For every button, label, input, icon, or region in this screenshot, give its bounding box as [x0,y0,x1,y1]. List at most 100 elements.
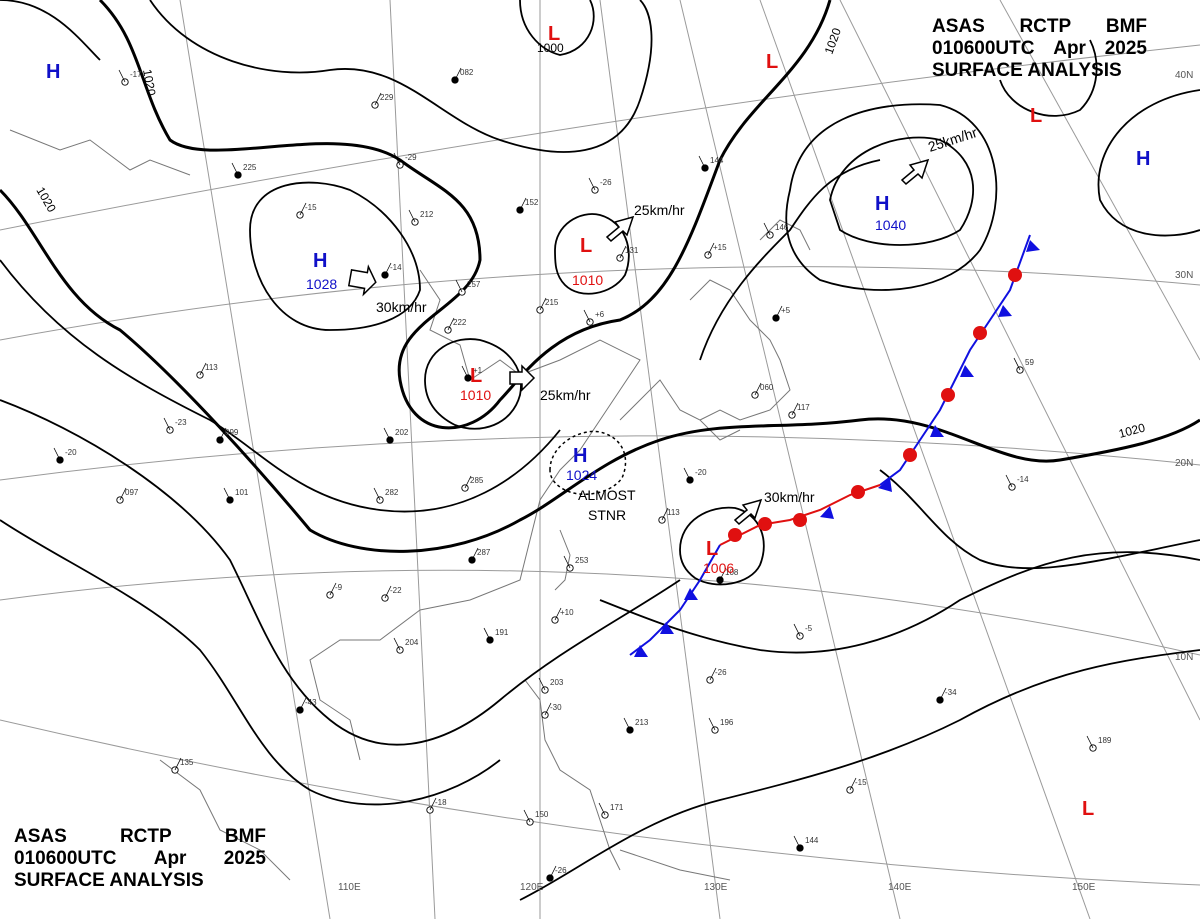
station-value: -14 [1017,475,1029,484]
parallel-20n [0,435,1200,481]
front-semi-2 [973,326,987,340]
station-value: -20 [65,448,77,457]
station-value: -26 [600,178,612,187]
grid-labels: 110E 120E 130E 140E 150E 40N 30N 20N 10N [338,70,1193,893]
grid-label-10n: 10N [1175,652,1193,663]
wind-barb [661,507,669,521]
low-pressure-1010-b: 1010 [460,387,491,403]
wind-barb [539,297,547,311]
front-semi-3 [941,388,955,402]
isobar-label-4: 1020 [1117,420,1147,441]
motion-arrow-l1006 [733,498,763,526]
station-value: 257 [467,280,481,289]
grid-label-150e: 150E [1072,882,1096,893]
high-pressure-1028: 1028 [306,276,337,292]
header-top-right-line2: 010600UTC Apr 2025 [932,38,1147,60]
isobar-low-1006 [679,506,765,586]
isobar-south-d [0,399,681,746]
station-value: +6 [595,310,605,319]
station-value: -5 [805,624,813,633]
wind-barb [447,317,455,331]
low-symbol-ne: L [1030,105,1042,127]
warm-front-semicircles [728,268,1022,542]
wind-barb [384,585,392,599]
station-value: 113 [205,363,218,372]
speed-label-1024-line2: STNR [588,507,626,523]
station-value: -29 [405,153,417,162]
grid-label-30n: 30N [1175,270,1193,281]
station-value: 171 [610,803,624,812]
speed-label-1028: 30km/hr [376,299,427,315]
station-value: 060 [760,383,774,392]
station-value: 189 [1098,736,1112,745]
wind-barb [707,242,715,256]
motion-arrows [347,158,930,526]
station-value: 213 [635,718,649,727]
wind-barb [1013,357,1021,371]
wind-barb [393,152,401,166]
wind-barb [1086,735,1094,749]
grid-label-120e: 120E [520,882,544,893]
coast-japan [689,279,791,421]
low-pressure-1010-a: 1010 [572,272,603,288]
isobar-east-h [879,469,1200,570]
wind-barb [483,627,491,641]
wind-barb [429,797,437,811]
wind-barb [53,447,61,461]
wind-barb [519,197,527,211]
wind-barb [793,835,801,849]
low-symbol-north: L [766,51,778,73]
station-value: 202 [395,428,409,437]
isobar-south-e [0,519,501,806]
station-value: 099 [225,428,239,437]
motion-arrow-l1010-b [509,364,536,392]
header-bottom-left-station: RCTP [119,826,172,847]
header-bottom-left-title: SURFACE ANALYSIS [14,870,204,891]
grid-label-130e: 130E [704,882,728,893]
low-symbol-1000: L [548,23,560,45]
front-tri-7 [684,588,698,600]
station-value: 117 [797,403,810,412]
grid-label-20n: 20N [1175,458,1193,469]
cold-front-south [629,544,721,656]
coast-philippines [524,679,621,871]
wind-barb [598,802,606,816]
header-bottom-left-line2: 010600UTC Apr 2025 [14,848,266,870]
front-tri-8 [660,622,674,634]
wind-barb [329,582,337,596]
wind-barb [299,202,307,216]
station-value: +10 [560,608,574,617]
high-symbol-nw: H [46,61,60,83]
coast-hokkaido [759,219,811,251]
header-bottom-left-year: 2025 [223,848,266,869]
wind-barb [118,69,126,83]
header-top-right-title: SURFACE ANALYSIS [932,60,1122,81]
wind-barb [719,567,727,581]
coast-northwest [9,129,191,176]
speed-label-1006: 30km/hr [764,489,815,505]
station-value: -43 [305,698,317,707]
parallel-10n [0,569,1200,656]
station-value: -30 [550,703,562,712]
grid-label-40n: 40N [1175,70,1193,81]
wind-barb [299,697,307,711]
isobar-high-1028 [249,181,421,331]
pressure-systems: H 1028 30km/hr H 1040 25km/hr H 1024 ALM… [46,23,1150,820]
front-semi-7 [758,517,772,531]
isobar-high-east [1097,89,1200,237]
station-value: +1 [473,366,483,375]
station-value: 212 [420,210,434,219]
isobar-high-1024-dashed [549,430,627,495]
wind-barb [583,309,591,323]
header-bottom-left: ASAS RCTP BMF 010600UTC Apr 2025 SURFACE… [14,826,266,892]
coast-malaysia [159,759,291,881]
station-value: 203 [550,678,564,687]
station-value: 101 [235,488,249,497]
station-value: 135 [180,758,194,767]
wind-barb [791,402,799,416]
wind-barb [454,67,462,81]
meridian-150e [839,0,1200,721]
motion-arrow-l1010-a [605,215,635,243]
header-bottom-left-line1: ASAS RCTP BMF [14,826,266,848]
